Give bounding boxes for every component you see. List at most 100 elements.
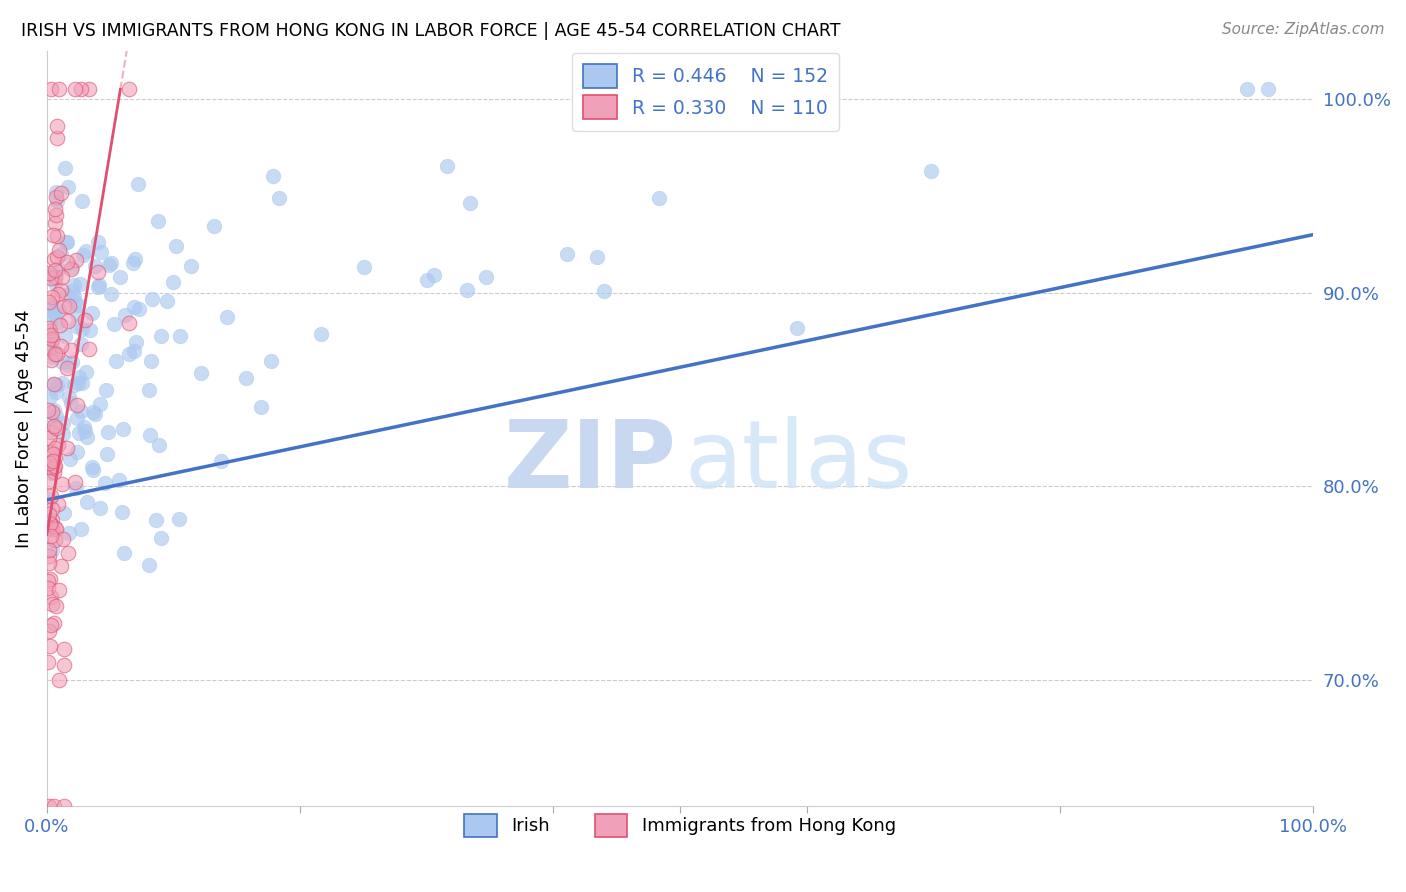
Point bbox=[75, 365, 97, 379]
Point bbox=[89, 397, 111, 411]
Point bbox=[138, 558, 160, 572]
Point bbox=[42, 447, 65, 461]
Point bbox=[44, 270, 66, 285]
Point bbox=[38, 624, 60, 639]
Point bbox=[56, 287, 79, 301]
Point bbox=[41, 543, 63, 558]
Point bbox=[60, 284, 83, 298]
Point bbox=[475, 270, 498, 285]
Point bbox=[66, 308, 89, 322]
Point bbox=[53, 642, 76, 657]
Point bbox=[100, 256, 122, 270]
Point bbox=[190, 366, 212, 380]
Point bbox=[48, 302, 70, 317]
Point bbox=[77, 82, 100, 96]
Point bbox=[70, 194, 93, 208]
Point bbox=[39, 270, 62, 285]
Point bbox=[422, 268, 444, 282]
Point bbox=[45, 378, 67, 392]
Point bbox=[42, 305, 65, 319]
Point bbox=[250, 400, 273, 414]
Point bbox=[69, 337, 91, 351]
Point bbox=[38, 321, 60, 335]
Point bbox=[82, 459, 104, 474]
Point bbox=[103, 317, 125, 331]
Point bbox=[58, 179, 80, 194]
Point bbox=[148, 214, 170, 228]
Point bbox=[44, 263, 66, 277]
Point bbox=[607, 107, 630, 121]
Point bbox=[62, 289, 84, 303]
Point bbox=[44, 252, 66, 266]
Point bbox=[44, 533, 66, 548]
Point bbox=[72, 420, 94, 434]
Point bbox=[45, 208, 67, 222]
Point bbox=[87, 235, 110, 249]
Point bbox=[38, 456, 60, 470]
Point bbox=[118, 82, 141, 96]
Point bbox=[1257, 82, 1279, 96]
Point bbox=[42, 307, 65, 321]
Point bbox=[42, 402, 65, 417]
Point bbox=[59, 451, 82, 466]
Point bbox=[44, 419, 66, 434]
Point bbox=[44, 441, 66, 455]
Legend: Irish, Immigrants from Hong Kong: Irish, Immigrants from Hong Kong bbox=[456, 805, 905, 846]
Point bbox=[90, 245, 112, 260]
Point bbox=[38, 342, 60, 356]
Point bbox=[45, 384, 67, 399]
Point bbox=[70, 322, 93, 336]
Point bbox=[45, 190, 67, 204]
Point bbox=[217, 310, 239, 324]
Point bbox=[141, 292, 163, 306]
Point bbox=[41, 290, 63, 304]
Point bbox=[114, 308, 136, 322]
Point bbox=[53, 161, 76, 176]
Point bbox=[48, 673, 70, 687]
Point bbox=[39, 328, 62, 343]
Point bbox=[45, 194, 67, 208]
Point bbox=[87, 277, 110, 292]
Point bbox=[60, 262, 83, 277]
Point bbox=[84, 259, 107, 273]
Point bbox=[41, 502, 63, 516]
Point bbox=[96, 447, 118, 461]
Point bbox=[67, 370, 90, 384]
Point bbox=[648, 190, 671, 204]
Point bbox=[42, 343, 65, 357]
Point bbox=[45, 409, 67, 424]
Point bbox=[112, 546, 135, 560]
Point bbox=[60, 396, 83, 410]
Point bbox=[66, 298, 89, 312]
Point bbox=[202, 219, 225, 234]
Point bbox=[41, 404, 63, 418]
Point bbox=[309, 327, 332, 342]
Point bbox=[148, 437, 170, 451]
Point bbox=[128, 302, 150, 317]
Point bbox=[38, 266, 60, 280]
Point bbox=[44, 798, 66, 813]
Point bbox=[39, 410, 62, 425]
Point bbox=[42, 459, 65, 474]
Point bbox=[96, 383, 118, 397]
Point bbox=[45, 185, 67, 199]
Point bbox=[42, 465, 65, 479]
Point bbox=[63, 82, 86, 96]
Point bbox=[49, 247, 72, 261]
Point bbox=[79, 343, 101, 357]
Point bbox=[108, 473, 131, 487]
Point bbox=[38, 324, 60, 338]
Point bbox=[42, 268, 65, 282]
Point bbox=[38, 295, 60, 310]
Point bbox=[37, 582, 59, 596]
Point bbox=[79, 323, 101, 337]
Point bbox=[66, 444, 89, 458]
Point bbox=[55, 441, 77, 455]
Point bbox=[41, 617, 63, 632]
Point bbox=[94, 476, 117, 491]
Point bbox=[456, 283, 478, 297]
Point bbox=[110, 269, 132, 284]
Point bbox=[39, 467, 62, 481]
Point bbox=[55, 361, 77, 376]
Point bbox=[42, 454, 65, 468]
